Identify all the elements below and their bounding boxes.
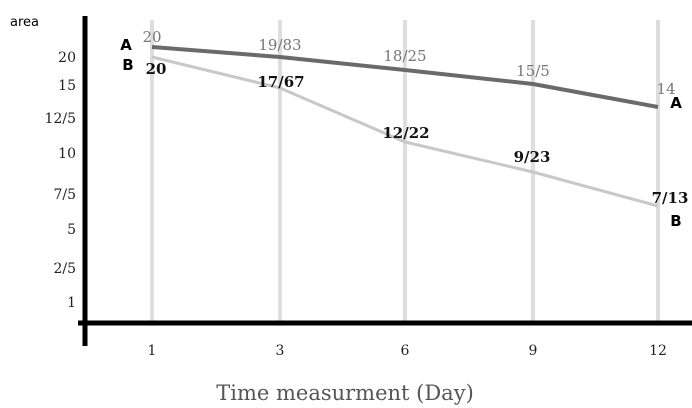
y-axis-label: area	[10, 15, 39, 30]
grid-lines	[150, 20, 660, 322]
axes	[78, 16, 692, 346]
x-tick-label: 9	[529, 343, 538, 359]
data-label-B: 9/23	[514, 148, 551, 166]
series-lines	[151, 45, 659, 208]
series-name-label-A: A	[670, 94, 682, 112]
y-tick-label: 12/5	[45, 111, 76, 127]
data-label-A: 15/5	[516, 62, 550, 80]
x-tick-label: 12	[649, 343, 667, 359]
y-tick-label: 1	[67, 295, 76, 311]
series-line-A	[151, 45, 659, 109]
x-tick-label: 1	[148, 343, 157, 359]
y-tick-label: 2/5	[53, 261, 76, 277]
data-label-A: 14	[656, 80, 675, 98]
x-tick-labels: 1 3 6 9 12	[148, 343, 667, 359]
series-name-label-B: B	[670, 212, 681, 230]
y-tick-label: 7/5	[53, 187, 76, 203]
y-tick-label: 5	[67, 222, 76, 238]
y-tick-label: 10	[58, 146, 76, 162]
data-label-B: 7/13	[652, 189, 689, 207]
y-tick-label: 20	[58, 50, 76, 66]
x-tick-label: 6	[401, 343, 410, 359]
y-tick-label: 15	[58, 78, 76, 94]
x-tick-label: 3	[276, 343, 285, 359]
data-label-A: 18/25	[383, 47, 426, 65]
series-line-B	[151, 55, 659, 208]
series-name-label-B: B	[122, 56, 133, 74]
series-name-label-A: A	[120, 36, 132, 54]
data-label-A: 19/83	[258, 36, 301, 54]
data-label-B: 17/67	[257, 73, 304, 91]
data-label-B: 20	[146, 60, 167, 78]
x-axis-label: Time measurment (Day)	[216, 381, 474, 405]
data-label-A: 20	[142, 28, 161, 46]
data-label-B: 12/22	[382, 124, 429, 142]
data-labels: 20 19/83 18/25 15/5 14 20 17/67 12/22 9/23 7/13	[142, 28, 688, 207]
